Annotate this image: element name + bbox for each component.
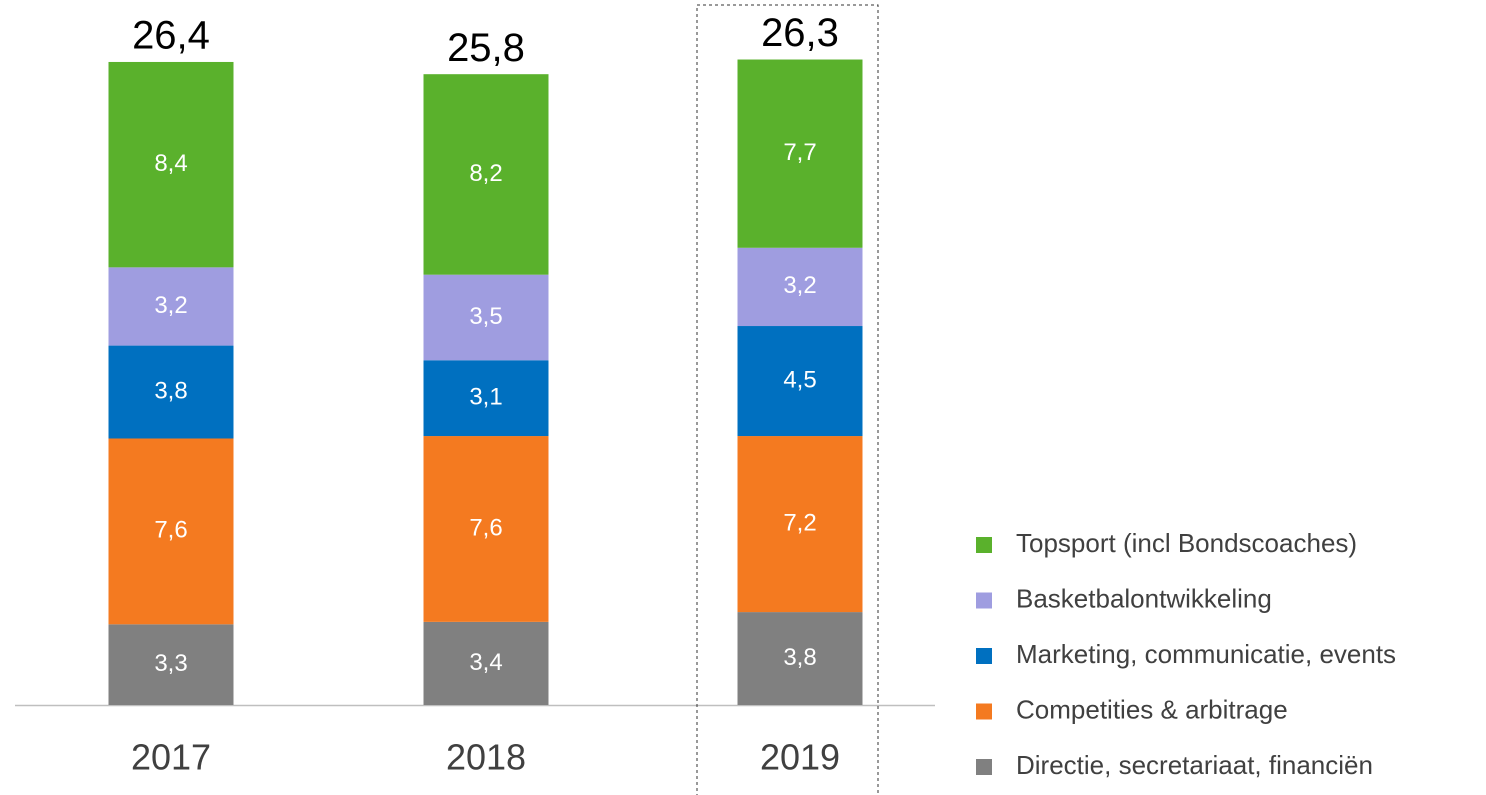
bar-segment bbox=[108, 267, 234, 346]
bar-segment bbox=[737, 247, 863, 327]
value-label: 3,2 bbox=[154, 292, 187, 319]
bar-segment bbox=[737, 612, 863, 705]
total-label: 25,8 bbox=[447, 26, 525, 70]
value-label: 3,3 bbox=[154, 650, 187, 677]
bar-segment bbox=[737, 436, 863, 613]
bar-segment bbox=[108, 61, 234, 268]
value-label: 3,8 bbox=[783, 644, 816, 671]
bar-segment bbox=[737, 326, 863, 437]
bar-segment bbox=[423, 621, 549, 705]
value-label: 7,6 bbox=[469, 514, 502, 541]
highlight-box bbox=[696, 4, 879, 795]
bar-segment bbox=[423, 274, 549, 361]
bar-segment bbox=[423, 436, 549, 622]
legend-swatch bbox=[976, 592, 992, 609]
value-label: 7,6 bbox=[154, 517, 187, 544]
bar-segment bbox=[423, 74, 549, 275]
value-label: 8,2 bbox=[469, 160, 502, 187]
value-label: 3,2 bbox=[783, 272, 816, 299]
legend-label: Marketing, communicatie, events bbox=[1016, 639, 1396, 669]
legend-swatch bbox=[976, 703, 992, 720]
total-label: 26,4 bbox=[132, 14, 210, 58]
value-label: 3,1 bbox=[469, 383, 502, 410]
x-tick-label: 2017 bbox=[131, 737, 211, 778]
bar-segment bbox=[423, 360, 549, 437]
value-label: 7,2 bbox=[783, 509, 816, 536]
legend-label: Basketbalontwikkeling bbox=[1016, 583, 1272, 613]
legend-label: Directie, secretariaat, financiën bbox=[1016, 750, 1373, 780]
legend-label: Topsport (incl Bondscoaches) bbox=[1016, 528, 1357, 558]
legend-swatch bbox=[976, 759, 992, 775]
legend-swatch bbox=[976, 537, 992, 553]
value-label: 8,4 bbox=[154, 150, 187, 177]
legend-swatch bbox=[976, 648, 992, 664]
x-tick-label: 2019 bbox=[760, 737, 840, 778]
bar-segment bbox=[108, 624, 234, 705]
value-label: 4,5 bbox=[783, 366, 816, 393]
bar-segment bbox=[108, 345, 234, 439]
value-label: 3,5 bbox=[469, 303, 502, 330]
value-label: 3,4 bbox=[469, 649, 502, 676]
value-label: 7,7 bbox=[783, 139, 816, 166]
bar-segment bbox=[108, 438, 234, 625]
legend-label: Competities & arbitrage bbox=[1016, 694, 1288, 724]
bar-segment bbox=[737, 59, 863, 248]
value-label: 3,8 bbox=[154, 377, 187, 404]
total-label: 26,3 bbox=[761, 11, 839, 55]
x-tick-label: 2018 bbox=[446, 737, 526, 778]
